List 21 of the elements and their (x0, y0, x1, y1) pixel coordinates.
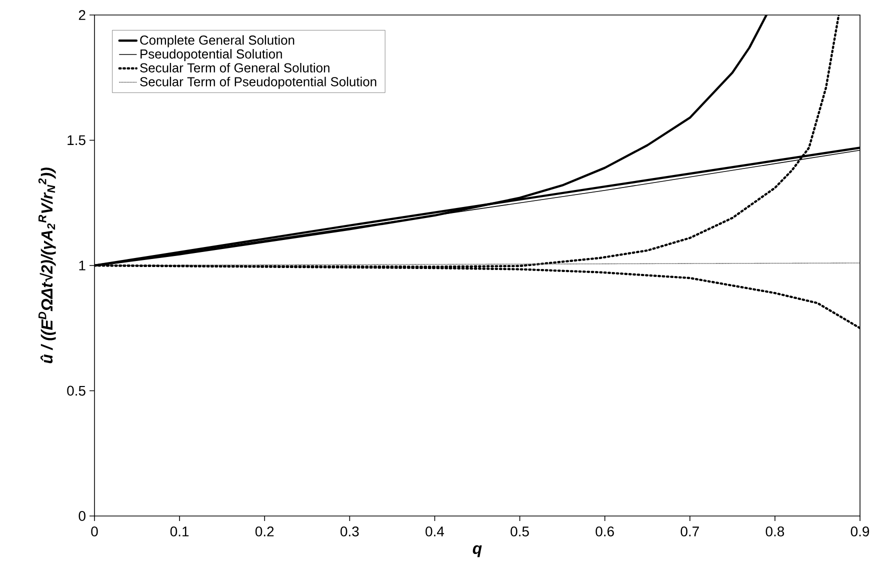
legend-label: Pseudopotential Solution (140, 49, 282, 62)
x-tick-label: 0.6 (596, 526, 614, 536)
x-tick-label: 0.8 (766, 526, 784, 536)
x-tick-label: 0.7 (680, 526, 699, 536)
x-tick-label: 0.1 (170, 526, 189, 536)
x-tick-label: 0.4 (426, 526, 444, 536)
y-tick-label: 1.5 (68, 135, 86, 146)
x-tick-label: 0.5 (510, 526, 529, 536)
legend-label: Secular Term of Pseudopotential Solution (140, 76, 376, 89)
x-tick-label: 0.2 (255, 526, 274, 536)
y-tick-label: 2 (78, 10, 86, 20)
x-tick-label: 0.3 (340, 526, 359, 536)
y-tick-label: 1 (79, 260, 86, 270)
x-axis-title: q (472, 545, 482, 558)
y-tick-label: 0 (78, 511, 86, 521)
legend-label: Complete General Solution (140, 35, 294, 48)
x-tick-label: 0 (91, 526, 98, 536)
x-tick-label: 0.9 (850, 526, 870, 536)
legend-label: Secular Term of General Solution (140, 62, 330, 72)
y-tick-label: 0.5 (67, 386, 86, 396)
text: û / ((E$^{D}$ΩΔt√2)/(γA$_{2}$$^{R}$V/r$_{N}$$^{2}$)) (38, 168, 56, 364)
